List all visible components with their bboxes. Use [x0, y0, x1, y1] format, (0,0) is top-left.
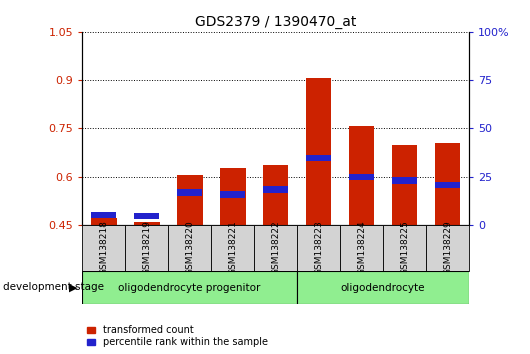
Text: GSM138220: GSM138220: [185, 221, 194, 275]
Text: GSM138225: GSM138225: [400, 221, 409, 275]
Bar: [168, 225, 211, 271]
Bar: [306, 79, 331, 225]
Text: GSM138219: GSM138219: [142, 220, 151, 275]
Bar: [306, 155, 331, 161]
Bar: [263, 165, 288, 225]
Bar: [220, 192, 245, 198]
Bar: [297, 225, 340, 271]
Bar: [125, 225, 168, 271]
Bar: [220, 167, 245, 225]
Text: GSM138223: GSM138223: [314, 221, 323, 275]
Bar: [383, 225, 426, 271]
Bar: [392, 145, 418, 225]
Title: GDS2379 / 1390470_at: GDS2379 / 1390470_at: [195, 16, 356, 29]
Bar: [91, 212, 116, 218]
Bar: [82, 271, 297, 304]
Text: GSM138229: GSM138229: [443, 221, 452, 275]
Bar: [349, 174, 374, 181]
Bar: [82, 225, 125, 271]
Bar: [392, 177, 417, 184]
Bar: [435, 143, 461, 225]
Bar: [211, 225, 254, 271]
Bar: [254, 225, 297, 271]
Text: oligodendrocyte progenitor: oligodendrocyte progenitor: [118, 282, 261, 293]
Bar: [134, 222, 160, 225]
Bar: [178, 189, 202, 196]
Bar: [435, 182, 460, 188]
Text: GSM138224: GSM138224: [357, 221, 366, 275]
Text: GSM138222: GSM138222: [271, 221, 280, 275]
Bar: [426, 225, 469, 271]
Text: GSM138221: GSM138221: [228, 221, 237, 275]
Text: development stage: development stage: [3, 282, 104, 292]
Bar: [349, 126, 375, 225]
Bar: [176, 175, 202, 225]
Text: ▶: ▶: [69, 282, 77, 292]
Text: GSM138218: GSM138218: [99, 220, 108, 275]
Bar: [263, 186, 288, 193]
Bar: [340, 225, 383, 271]
Text: oligodendrocyte: oligodendrocyte: [341, 282, 425, 293]
Legend: transformed count, percentile rank within the sample: transformed count, percentile rank withi…: [87, 325, 268, 347]
Bar: [297, 271, 469, 304]
Bar: [135, 212, 159, 219]
Bar: [91, 218, 117, 225]
